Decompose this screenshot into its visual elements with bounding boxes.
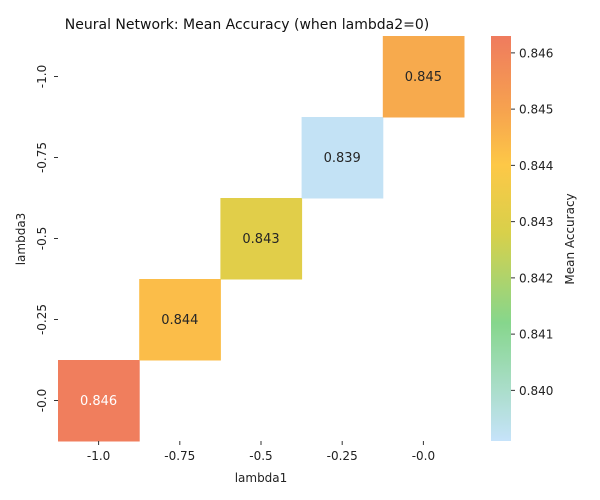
colorbar — [491, 36, 511, 441]
cell-value-label: 0.845 — [405, 70, 442, 85]
colorbar-tick-label: 0.846 — [519, 46, 553, 60]
heatmap-cells: 0.846 0.844 0.843 0.839 0.845 — [58, 36, 465, 442]
y-tick-label: -0.0 — [35, 389, 49, 412]
x-axis-ticks: -1.0 -0.75 -0.5 -0.25 -0.0 — [87, 441, 435, 463]
colorbar-tick-label: 0.841 — [519, 328, 553, 342]
y-tick-label: -0.5 — [35, 227, 49, 250]
heatmap-cell — [220, 198, 303, 280]
heatmap-cell — [58, 360, 140, 442]
colorbar-tick-label: 0.844 — [519, 159, 553, 173]
chart-title: Neural Network: Mean Accuracy (when lamb… — [65, 17, 429, 33]
y-axis-ticks: -1.0 -0.75 -0.5 -0.25 -0.0 — [35, 65, 58, 412]
heatmap-cell — [139, 279, 221, 361]
x-tick-label: -1.0 — [87, 449, 110, 463]
colorbar-tick-label: 0.842 — [519, 271, 553, 285]
colorbar-tick-label: 0.845 — [519, 103, 553, 117]
x-tick-label: -0.25 — [327, 449, 358, 463]
y-axis-label: lambda3 — [14, 213, 28, 266]
y-tick-label: -1.0 — [35, 65, 49, 88]
heatmap-cell — [382, 36, 465, 118]
x-axis-label: lambda1 — [235, 471, 288, 485]
cell-value-label: 0.844 — [161, 313, 198, 328]
x-tick-label: -0.5 — [249, 449, 272, 463]
cell-value-label: 0.839 — [324, 151, 361, 166]
cell-value-label: 0.843 — [242, 232, 279, 247]
colorbar-label: Mean Accuracy — [563, 193, 577, 284]
colorbar-ticks: 0.840 0.841 0.842 0.843 0.844 0.845 0.846 — [511, 46, 553, 398]
colorbar-tick-label: 0.840 — [519, 384, 553, 398]
cell-value-label: 0.846 — [80, 394, 117, 409]
y-tick-label: -0.25 — [35, 304, 49, 335]
x-tick-label: -0.0 — [412, 449, 435, 463]
y-tick-label: -0.75 — [35, 142, 49, 173]
x-tick-label: -0.75 — [164, 449, 195, 463]
heatmap-cell — [301, 117, 384, 199]
colorbar-tick-label: 0.843 — [519, 215, 553, 229]
